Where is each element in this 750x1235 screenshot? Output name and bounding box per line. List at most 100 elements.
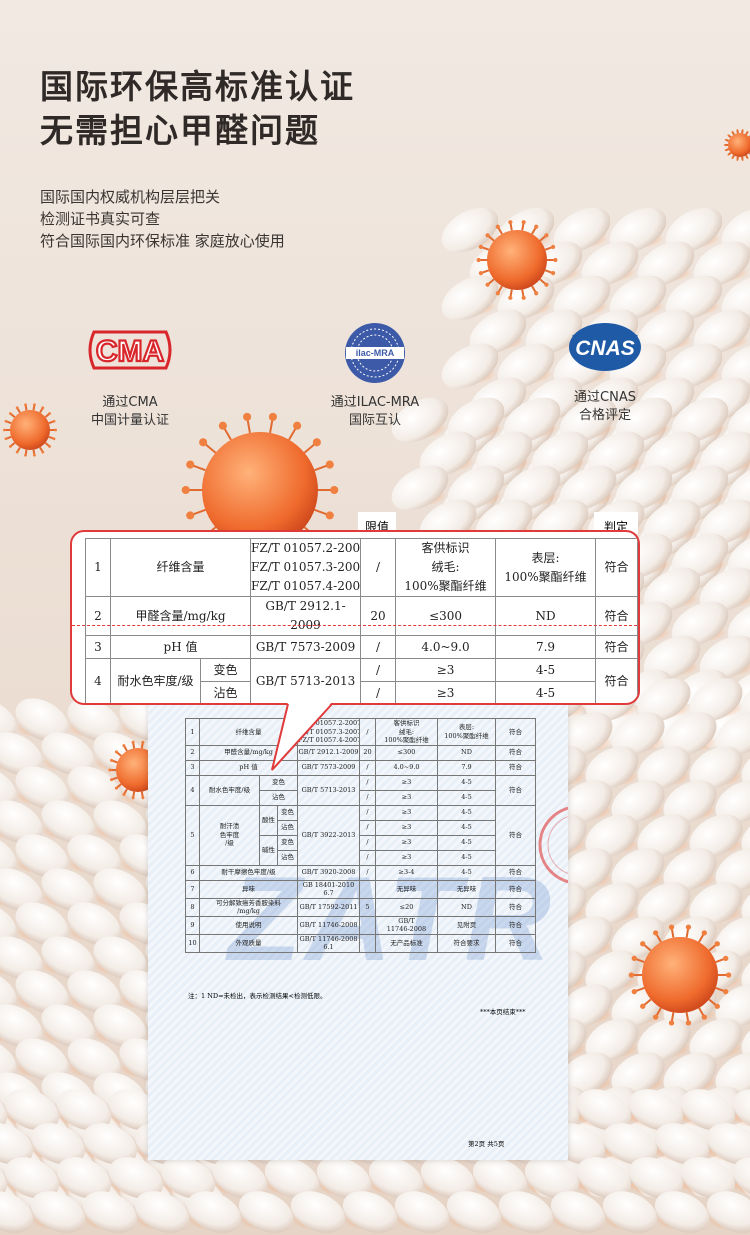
virus-spike	[4, 419, 8, 423]
cell-line: 客供标识	[393, 719, 420, 727]
cell-line: GB/T	[398, 916, 415, 925]
table-row: 9 使用说明 GB/T 11746-2008 GB/T 11746-2008 见附页 符合	[185, 915, 536, 935]
fiber	[559, 984, 613, 1028]
virus-spike	[509, 222, 513, 231]
cell-line: 色牢度	[219, 830, 240, 839]
fiber	[689, 1018, 743, 1062]
fiber	[391, 465, 449, 511]
fiber	[472, 1157, 528, 1199]
fiber	[41, 800, 95, 844]
fiber	[264, 1157, 320, 1199]
table-row: 沾色 / ≥3 4-5	[86, 681, 638, 703]
table-cell: ≥3	[375, 834, 438, 851]
fiber	[615, 397, 673, 443]
cell-line: 绒毛:	[398, 727, 415, 736]
virus-spike	[312, 438, 321, 447]
virus-spike	[132, 742, 136, 749]
fiber	[15, 698, 69, 742]
cell-line: 100%聚酯纤维	[504, 569, 587, 584]
table-cell: /	[359, 819, 376, 836]
report-table: 1 纤维含量 FZ/T 01057.2-2007 FZ/T 01057.3-2007 F…	[185, 718, 536, 953]
fiber	[391, 397, 449, 443]
table-cell: GB/T 11746-2008 6.1	[297, 933, 360, 953]
virus-spike	[531, 285, 537, 293]
fiber	[689, 882, 743, 926]
virus-spike	[485, 282, 490, 287]
virus-spike	[15, 450, 19, 454]
virus-spike	[111, 759, 118, 764]
table-cell: /	[359, 834, 376, 851]
table-cell: 符合	[495, 915, 536, 935]
virus-spike	[723, 988, 729, 995]
virus-spike	[631, 955, 637, 962]
table-row: 4 耐水色牢度/级 变色 GB/T 5713-2013/≥3 4-5 符合	[85, 658, 638, 703]
table-cell: 无异味	[375, 879, 438, 899]
cell-line: 耐汗渍	[219, 822, 240, 831]
fiber	[671, 601, 729, 647]
fiber	[67, 834, 121, 878]
virus-spike	[497, 227, 503, 235]
fiber	[559, 712, 613, 756]
fiber	[689, 746, 743, 790]
table-cell: pH 值	[109, 635, 252, 659]
fiber	[441, 207, 499, 253]
virus-spike	[640, 941, 646, 947]
fiber	[30, 1123, 86, 1165]
cell-line: 100%聚酯纤维	[384, 736, 429, 744]
caption-line: 中国计量认证	[90, 413, 169, 428]
table-cell: 表层: 100%聚酯纤维	[437, 718, 496, 746]
table-cell: 耐水色牢度/级	[199, 774, 260, 806]
fiber	[643, 635, 701, 681]
ilac-logo: ilac-MRA	[345, 323, 405, 383]
fiber	[447, 465, 505, 511]
table-cell: 10	[185, 933, 200, 953]
fiber	[559, 848, 613, 892]
virus-spike	[521, 220, 526, 225]
virus-spike	[698, 1007, 705, 1017]
virus-spike	[48, 435, 54, 440]
virus-spike	[741, 159, 744, 161]
zoom-table: 1 纤维含量 FZ/T 01057.2-2007 FZ/T 01057.3-2007 F…	[85, 538, 638, 703]
table-row: 3 pH 值 GB/T 7573-2009/4.0~9.0 7.9 符合	[185, 759, 536, 776]
title: 国际环保高标准认证	[40, 67, 355, 106]
table-cell: ≥3	[375, 819, 438, 836]
virus-spike	[550, 271, 556, 276]
fiber	[290, 1191, 346, 1233]
virus-spike	[642, 998, 652, 1007]
virus-spike	[668, 924, 675, 930]
virus-spike	[325, 460, 334, 469]
cell-line: 100%聚酯纤维	[404, 579, 487, 593]
virus-spike	[544, 269, 553, 274]
table-cell: 沾色	[199, 681, 252, 703]
table-cell: GB/T 3920-2008	[297, 864, 360, 881]
table-cell: /	[359, 759, 376, 776]
table-cell: ≤300	[375, 744, 438, 761]
caption: 通过ILAC-MRA 国际互认	[275, 394, 475, 430]
logo-text: ilac-MRA	[356, 348, 395, 358]
table-cell: 符合	[495, 897, 536, 917]
virus-spike	[521, 295, 526, 300]
table-cell: 见附页	[437, 915, 496, 935]
virus-spike	[685, 1012, 690, 1022]
virus-spike	[539, 278, 547, 285]
virus-spike	[218, 421, 227, 430]
virus-spike	[736, 156, 739, 160]
virus	[10, 410, 50, 450]
cell-line: 6.1	[323, 943, 334, 951]
cell-line: /级	[225, 839, 234, 848]
fiber	[609, 275, 667, 321]
table-cell: GB/T 3922-2013	[297, 804, 360, 866]
fiber	[611, 712, 665, 756]
virus-spike	[123, 788, 128, 795]
virus-spike	[111, 776, 118, 781]
fiber	[689, 814, 743, 858]
table-cell: GB/T 2912.1-2009	[250, 596, 362, 636]
fiber	[602, 1123, 658, 1165]
virus	[728, 133, 750, 157]
virus-spike	[41, 406, 45, 410]
fiber	[41, 868, 95, 912]
table-row: 2 甲醛含量/mg/kg GB/T 2912.1-2009 20 ≤300 ND 符合	[85, 596, 638, 636]
table-cell: 符合	[595, 658, 638, 703]
fiber	[15, 834, 69, 878]
virus-spike	[16, 407, 21, 414]
